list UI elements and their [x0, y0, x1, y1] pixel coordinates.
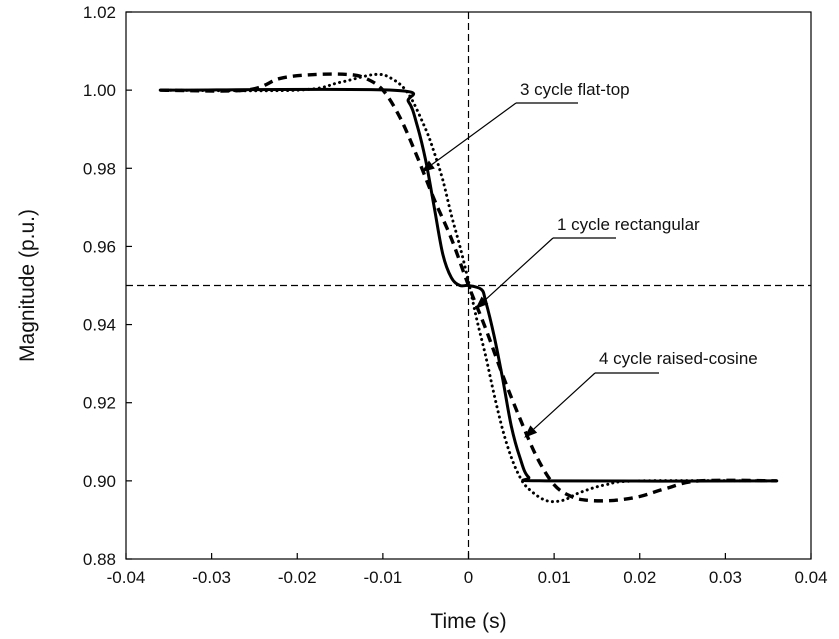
y-axis-title: Magnitude (p.u.) — [16, 209, 39, 362]
x-tick-label: 0.01 — [538, 568, 571, 587]
x-tick-label: 0.03 — [709, 568, 742, 587]
y-tick-label: 0.90 — [83, 472, 116, 491]
y-tick-label: 0.96 — [83, 237, 116, 256]
series-layer — [158, 72, 779, 504]
x-tick-label: 0.04 — [794, 568, 827, 587]
x-tick-label: -0.02 — [278, 568, 317, 587]
annotation-leader — [484, 237, 554, 301]
x-tick-label: 0.02 — [623, 568, 656, 587]
x-tick-label: -0.03 — [192, 568, 231, 587]
annotation-leader — [431, 102, 517, 166]
annotation-label: 1 cycle rectangular — [557, 215, 700, 234]
x-tick-label: -0.01 — [364, 568, 403, 587]
annotation-arrowhead — [421, 160, 435, 173]
y-tick-label: 0.98 — [83, 159, 116, 178]
axis-ticks: -0.04 -0.03 -0.02 -0.01 0 0.01 0.02 0.03 0.04 0.8… — [83, 3, 828, 587]
annotation-arrowhead — [524, 425, 538, 438]
y-tick-label: 0.92 — [83, 394, 116, 413]
x-axis-title: Time (s) — [430, 610, 506, 633]
series-line-dashed — [160, 72, 777, 503]
x-tick-label: 0 — [464, 568, 473, 587]
annotation-label: 3 cycle flat-top — [520, 80, 630, 99]
y-tick-label: 0.94 — [83, 316, 116, 335]
annotation-label: 4 cycle raised-cosine — [599, 349, 758, 368]
annotations: 3 cycle flat-top 1 cycle rectangular 4 cyc… — [421, 80, 758, 438]
annotation-leader — [533, 372, 596, 430]
annotation-arrowhead — [475, 296, 489, 309]
y-tick-label: 1.02 — [83, 3, 116, 22]
y-tick-label: 1.00 — [83, 81, 116, 100]
x-tick-label: -0.04 — [107, 568, 146, 587]
y-tick-label: 0.88 — [83, 550, 116, 569]
